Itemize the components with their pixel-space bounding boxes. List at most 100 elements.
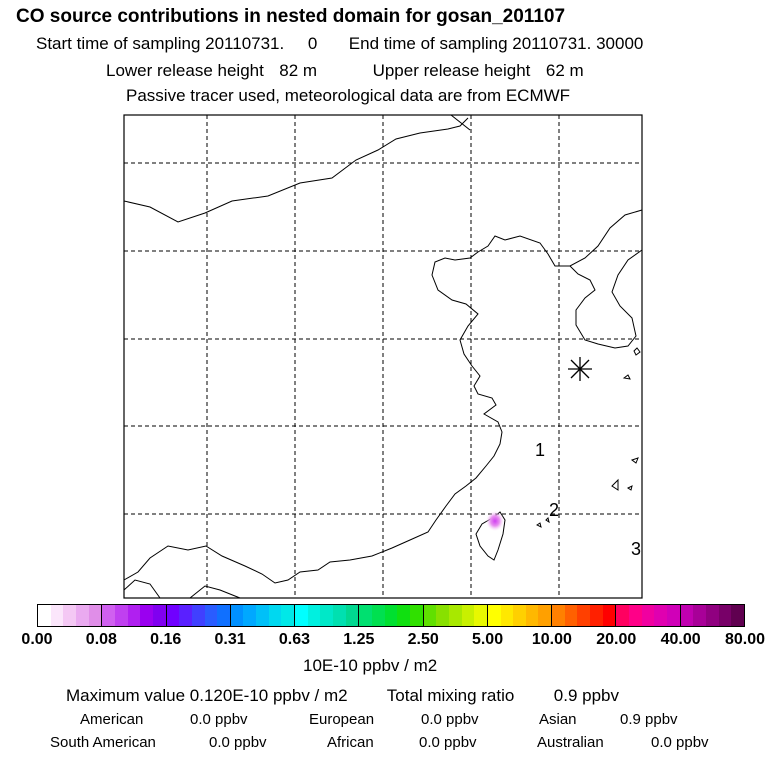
lat-lon-grid bbox=[124, 115, 642, 598]
color-scale-bar bbox=[37, 604, 745, 627]
scale-swatch bbox=[616, 605, 630, 626]
scale-unit: 10E-10 ppbv / m2 bbox=[303, 656, 438, 675]
release-heights: Lower release height 82 m Upper release … bbox=[106, 61, 584, 81]
source-value-asian: 0.9 ppbv bbox=[620, 711, 678, 728]
scale-tick-label: 1.25 bbox=[343, 631, 375, 648]
scale-group-9 bbox=[616, 605, 681, 626]
scale-swatch bbox=[577, 605, 591, 626]
scale-swatch bbox=[461, 605, 475, 626]
scale-swatch bbox=[50, 605, 64, 626]
max-label: Maximum value bbox=[66, 686, 186, 705]
scale-swatch bbox=[564, 605, 578, 626]
china-coast bbox=[123, 209, 643, 584]
scale-tick-label: 0.16 bbox=[150, 631, 182, 648]
receptor-asterisk-icon bbox=[568, 357, 592, 381]
source-value-european: 0.0 ppbv bbox=[421, 711, 479, 728]
summary-row: Maximum value 0.120E-10 ppbv / m2 Total … bbox=[66, 686, 619, 706]
scale-swatch bbox=[513, 605, 526, 626]
scale-swatch bbox=[179, 605, 192, 626]
scale-swatch bbox=[552, 605, 565, 626]
scale-swatch bbox=[38, 605, 51, 626]
scale-swatch bbox=[731, 605, 744, 626]
scale-swatch bbox=[333, 605, 346, 626]
start-value: 20110731. 0 bbox=[205, 34, 318, 53]
source-name-african: African bbox=[327, 734, 374, 751]
upper-label: Upper release height bbox=[372, 61, 531, 80]
end-label: End time of sampling bbox=[348, 34, 508, 53]
scale-tick-label: 0.00 bbox=[21, 631, 53, 648]
scale-swatch bbox=[256, 605, 269, 626]
max-value: 0.120E-10 ppbv / m2 bbox=[189, 686, 348, 705]
marker-1: 1 bbox=[535, 440, 545, 460]
source-name-asian: Asian bbox=[539, 711, 577, 728]
scale-group-5 bbox=[359, 605, 424, 626]
sampling-times: Start time of sampling 20110731. 0 End t… bbox=[36, 34, 643, 54]
scale-swatch bbox=[590, 605, 603, 626]
total-label: Total mixing ratio bbox=[386, 686, 515, 705]
source-value-australian: 0.0 ppbv bbox=[651, 734, 709, 751]
scale-group-0 bbox=[38, 605, 103, 626]
scale-swatch bbox=[295, 605, 308, 626]
scale-group-10 bbox=[680, 605, 744, 626]
scale-tick-label: 20.00 bbox=[596, 631, 637, 648]
scale-swatch bbox=[448, 605, 462, 626]
scale-swatch bbox=[75, 605, 89, 626]
scale-tick-label: 5.00 bbox=[471, 631, 504, 648]
scale-tick-label: 0.31 bbox=[214, 631, 246, 648]
scale-swatch bbox=[217, 605, 230, 626]
marker-2: 2 bbox=[549, 500, 559, 520]
scale-swatch bbox=[166, 605, 180, 626]
source-value-american: 0.0 ppbv bbox=[190, 711, 248, 728]
source-value-african: 0.0 ppbv bbox=[419, 734, 477, 751]
scale-group-8 bbox=[552, 605, 617, 626]
scale-swatch bbox=[359, 605, 372, 626]
scale-swatch bbox=[204, 605, 218, 626]
scale-swatch bbox=[281, 605, 295, 626]
scale-group-7 bbox=[487, 605, 553, 626]
source-value-south-american: 0.0 ppbv bbox=[209, 734, 267, 751]
scale-swatch bbox=[140, 605, 153, 626]
scale-group-4 bbox=[295, 605, 360, 626]
scale-swatch bbox=[307, 605, 321, 626]
korean-peninsula bbox=[569, 249, 643, 349]
concentration-hotspot bbox=[486, 511, 504, 531]
scale-swatch bbox=[345, 605, 359, 626]
total-value: 0.9 ppbv bbox=[553, 686, 620, 705]
scale-group-2 bbox=[166, 605, 231, 626]
scale-swatch bbox=[525, 605, 539, 626]
source-name-european: European bbox=[309, 711, 375, 728]
scale-swatch bbox=[641, 605, 655, 626]
scale-swatch bbox=[152, 605, 166, 626]
lower-label: Lower release height bbox=[106, 61, 264, 80]
start-label: Start time of sampling bbox=[36, 34, 201, 53]
end-value: 20110731. 30000 bbox=[512, 34, 644, 53]
scale-swatch bbox=[114, 605, 128, 626]
scale-swatch bbox=[320, 605, 334, 626]
scale-swatch bbox=[397, 605, 410, 626]
scale-swatch bbox=[602, 605, 616, 626]
scale-tick-label: 0.63 bbox=[278, 631, 311, 648]
upper-value: 62 m bbox=[545, 61, 584, 80]
scale-swatch bbox=[371, 605, 385, 626]
scale-swatch bbox=[268, 605, 282, 626]
scale-swatch bbox=[409, 605, 423, 626]
scale-swatch bbox=[127, 605, 141, 626]
scale-group-1 bbox=[102, 605, 167, 626]
scale-swatch bbox=[538, 605, 552, 626]
coastlines bbox=[123, 114, 643, 599]
scale-tick-label: 10.00 bbox=[531, 631, 572, 648]
tracer-note: Passive tracer used, meteorological data… bbox=[126, 86, 571, 105]
scale-swatch bbox=[667, 605, 680, 626]
scale-swatch bbox=[230, 605, 244, 626]
scale-tick-label: 40.00 bbox=[660, 631, 701, 648]
scale-tick-label: 2.50 bbox=[407, 631, 439, 648]
scale-tick-label: 0.08 bbox=[85, 631, 117, 648]
scale-group-6 bbox=[423, 605, 488, 626]
scale-swatch bbox=[102, 605, 115, 626]
scale-swatch bbox=[500, 605, 514, 626]
scale-swatch bbox=[705, 605, 719, 626]
scale-swatch bbox=[191, 605, 205, 626]
scale-swatch bbox=[693, 605, 706, 626]
scale-swatch bbox=[436, 605, 449, 626]
